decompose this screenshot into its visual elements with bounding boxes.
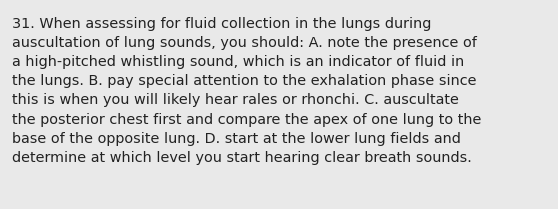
Text: 31. When assessing for fluid collection in the lungs during
auscultation of lung: 31. When assessing for fluid collection … [12,17,482,165]
